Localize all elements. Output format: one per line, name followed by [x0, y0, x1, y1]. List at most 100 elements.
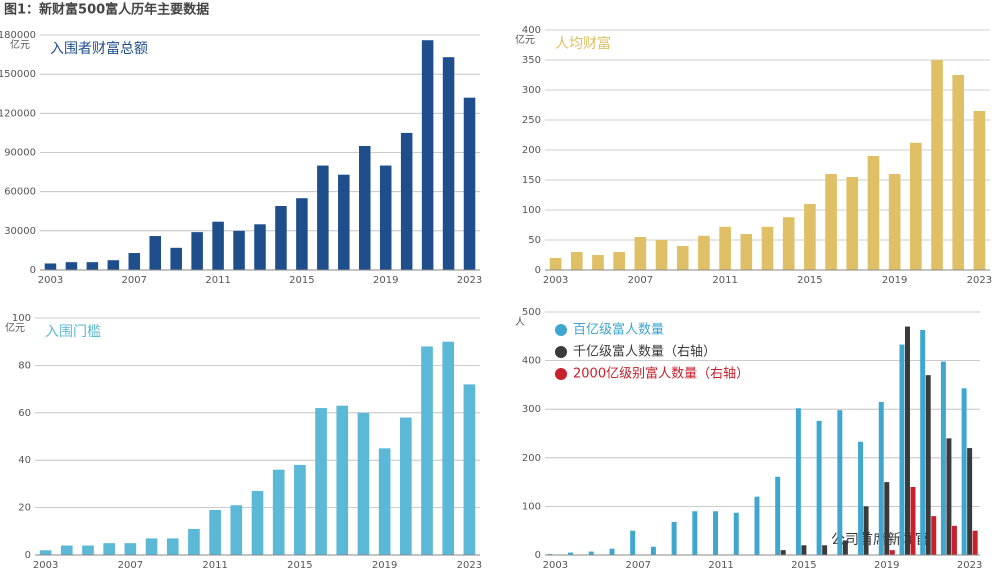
bar: [421, 40, 434, 270]
y-axis-unit: 人: [515, 316, 525, 328]
bar: [275, 206, 287, 270]
bar: [925, 375, 931, 555]
bar: [846, 177, 859, 270]
x-tick-label: 2023: [457, 275, 482, 286]
bar: [191, 232, 203, 270]
y-tick-label: 0: [25, 550, 31, 561]
bar: [442, 57, 455, 270]
bar: [296, 198, 308, 270]
bar: [889, 550, 895, 555]
bar: [549, 258, 562, 270]
x-tick-label: 2007: [625, 560, 650, 571]
bar: [931, 60, 943, 270]
bar: [39, 550, 52, 555]
bar: [272, 469, 285, 555]
bar: [676, 246, 689, 270]
bar: [124, 543, 137, 555]
x-tick-label: 2019: [874, 560, 899, 571]
y-tick-label: 60: [18, 408, 31, 419]
y-tick-label: 150000: [0, 69, 36, 80]
bar: [972, 530, 978, 555]
bar: [315, 408, 327, 555]
bar: [188, 528, 200, 555]
bar: [400, 417, 412, 555]
bar: [421, 346, 433, 555]
bar: [613, 252, 625, 270]
y-tick-label: 0: [30, 265, 36, 276]
bar: [630, 530, 636, 555]
x-tick-label: 2003: [543, 275, 568, 286]
bar: [713, 511, 719, 555]
x-tick-label: 2015: [289, 275, 314, 286]
legend-label: 百亿级富人数量: [573, 322, 664, 338]
bar: [946, 438, 952, 555]
bar: [568, 552, 574, 555]
y-tick-label: 200: [522, 145, 541, 156]
y-tick-label: 400: [522, 25, 541, 36]
bar: [650, 546, 656, 555]
bar: [209, 509, 221, 555]
y-axis-unit: 亿元: [10, 38, 30, 51]
x-tick-label: 2003: [543, 560, 568, 571]
y-tick-label: 0: [535, 550, 541, 561]
y-tick-label: 300: [522, 404, 541, 415]
y-tick-label: 80: [18, 360, 31, 371]
bar: [733, 512, 739, 555]
bar: [570, 252, 583, 270]
bar: [166, 538, 179, 555]
legend-label: 千亿级富人数量（右轴）: [573, 344, 716, 360]
bar: [973, 111, 986, 270]
bar: [858, 441, 864, 555]
bar: [931, 516, 937, 555]
bar: [761, 226, 774, 270]
bar: [44, 263, 57, 270]
bar: [379, 165, 392, 270]
x-tick-label: 2023: [957, 560, 982, 571]
y-tick-label: 0: [535, 265, 541, 276]
bar: [951, 525, 957, 555]
bar: [754, 496, 760, 555]
x-tick-label: 2015: [791, 560, 816, 571]
bar: [254, 224, 266, 270]
bar: [103, 543, 115, 555]
panel-title: 入围者财富总额: [50, 40, 148, 57]
panel-title: 入围门槛: [45, 324, 101, 340]
y-tick-label: 100: [12, 313, 31, 324]
bar: [825, 174, 837, 270]
bar: [740, 234, 753, 270]
x-tick-label: 2023: [457, 560, 482, 571]
x-tick-label: 2011: [202, 560, 227, 571]
x-tick-label: 2011: [708, 560, 733, 571]
legend-marker: [555, 346, 567, 358]
bar: [822, 545, 828, 555]
y-tick-label: 100: [522, 501, 541, 512]
x-tick-label: 2007: [628, 275, 653, 286]
legend-marker: [555, 368, 567, 380]
bar: [233, 230, 245, 270]
bar: [905, 326, 910, 555]
legend-marker: [555, 324, 567, 336]
bar: [338, 174, 350, 270]
bar: [65, 262, 78, 270]
x-tick-label: 2011: [205, 275, 230, 286]
bar: [952, 75, 965, 270]
bar: [719, 226, 731, 270]
y-tick-label: 50: [528, 235, 541, 246]
bar: [837, 410, 843, 555]
bar: [775, 476, 781, 555]
x-tick-label: 2015: [287, 560, 312, 571]
y-tick-label: 120000: [0, 108, 36, 119]
y-axis-unit: 亿元: [5, 321, 25, 334]
bar: [251, 491, 264, 555]
bar: [107, 260, 120, 270]
x-tick-label: 2007: [122, 275, 147, 286]
bar: [60, 545, 73, 555]
bar: [782, 217, 795, 270]
y-axis-unit: 亿元: [515, 33, 535, 46]
x-tick-label: 2011: [712, 275, 737, 286]
bar: [655, 240, 668, 270]
bar: [967, 448, 973, 555]
bar: [863, 506, 869, 555]
bar: [336, 405, 349, 555]
